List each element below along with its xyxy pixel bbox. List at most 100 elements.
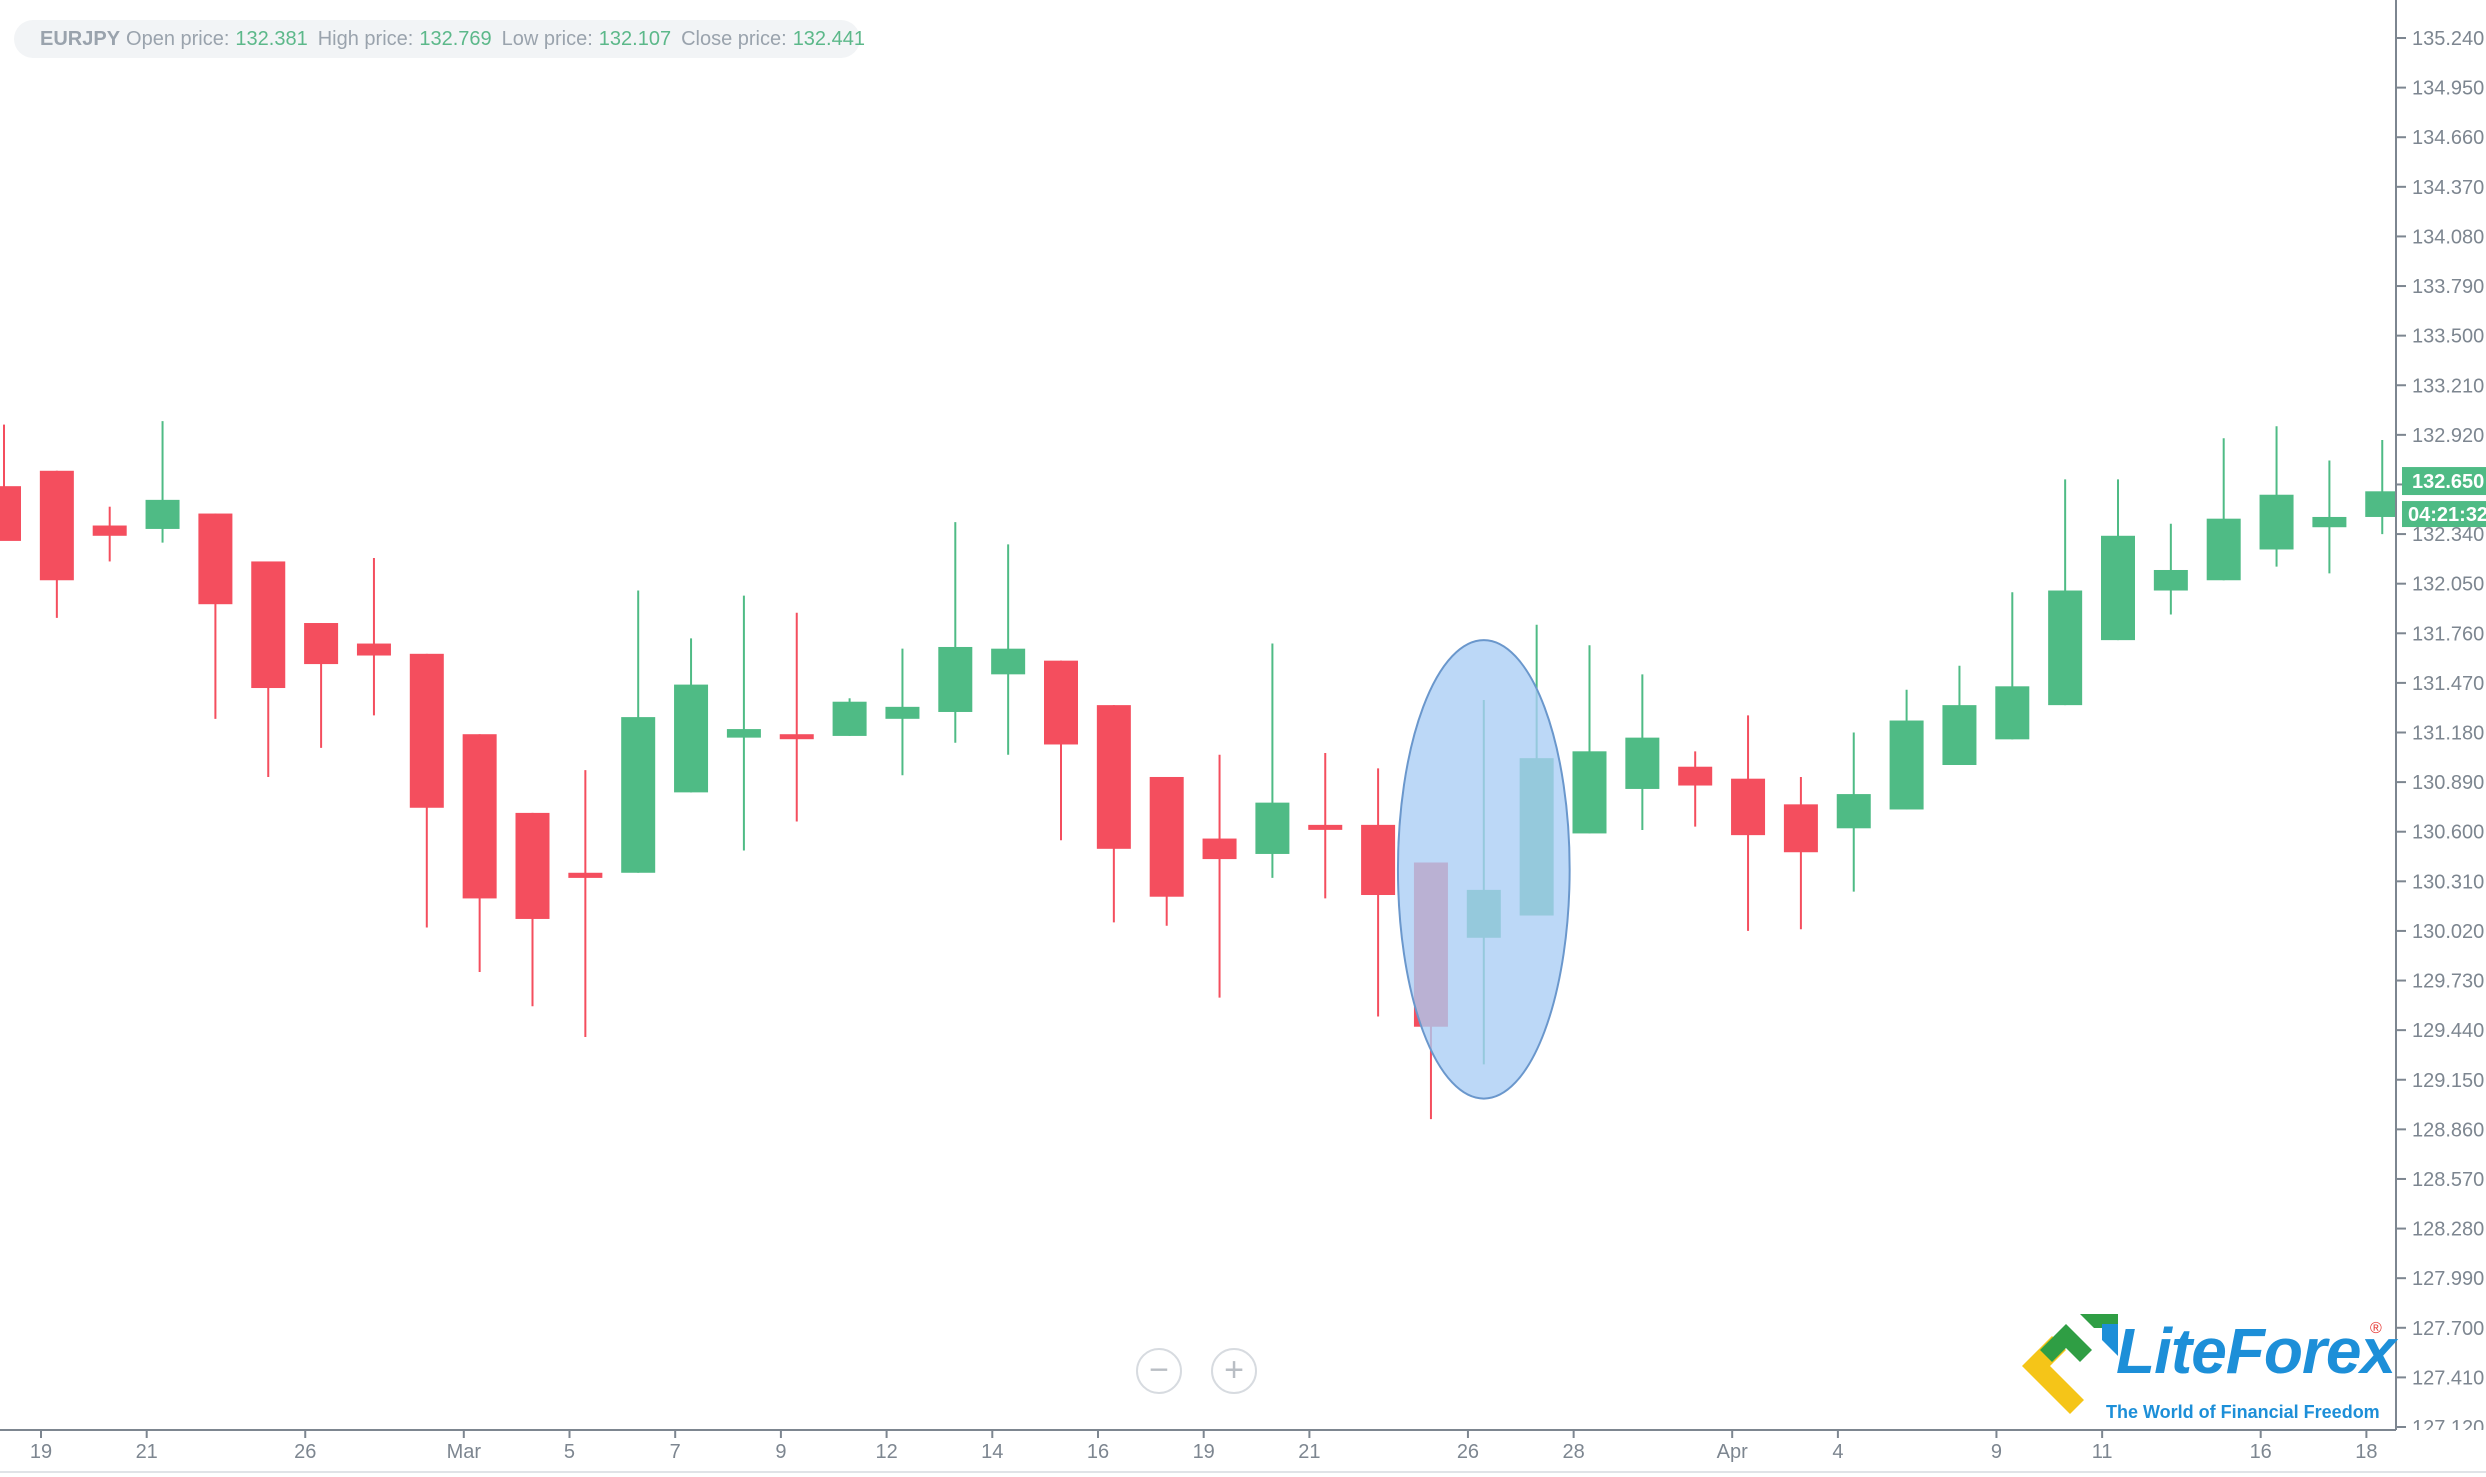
time-tick-label: 19 [1193,1441,1215,1463]
candle-body [251,561,286,689]
candle-body [1942,705,1977,766]
candle-body [1044,660,1078,745]
candle [1942,665,1977,766]
candle-body [1783,804,1818,853]
time-tick-label: 14 [981,1441,1003,1463]
candle [304,623,339,748]
candle [1731,715,1766,931]
candle [991,544,1026,755]
time-tick-label: 21 [1298,1441,1320,1463]
candle [1995,592,2030,740]
price-tick-label: 133.790 [2412,276,2484,298]
price-tick-label: 127.700 [2412,1318,2484,1340]
open-label: Open price: [126,27,230,50]
candle [2259,426,2294,567]
candle-body [0,486,21,541]
price-tick-label: 131.760 [2412,623,2484,645]
candle-body [674,684,709,793]
time-tick-label: 21 [136,1441,158,1463]
time-tick-label: 18 [2355,1441,2377,1463]
candle-body [304,623,339,665]
price-tick-label: 135.240 [2412,28,2484,50]
candle-body [1995,686,2030,740]
candle [832,698,867,736]
time-tick-label: 12 [875,1441,897,1463]
candle [198,513,233,719]
time-tick-label: 11 [2092,1441,2113,1463]
candle [1625,674,1660,831]
candle [1202,754,1237,998]
candle [2206,438,2241,581]
price-tick-label: 130.600 [2412,822,2484,844]
candle [92,506,127,562]
ohlc-info-bar: EURJPY Open price: 132.381 High price: 1… [14,20,865,58]
candle [674,638,709,793]
time-tick-label: 9 [775,1441,786,1463]
candle [621,590,656,873]
price-axis: 135.240 134.950 134.660 134.370 134.080 133.7… [2395,0,2486,1439]
high-value: 132.769 [419,27,492,50]
low-value: 132.107 [598,27,672,50]
candle-body [92,525,127,536]
candle [885,648,920,776]
high-label: High price: [317,27,414,50]
candle-body [2206,518,2241,581]
candle [462,734,497,972]
time-axis: 19 21 26 Mar 5 7 9 12 14 16 19 21 26 28 Apr 4 9 11 16 18 [0,1429,2486,1477]
time-axis-background [0,1430,2486,1477]
price-tick-label: 130.310 [2412,871,2484,893]
candle [1149,776,1184,926]
candle [1678,751,1713,827]
candle [1572,645,1607,834]
candle-body [145,499,180,529]
price-tick-label: 131.470 [2412,673,2484,695]
zoom-out-button[interactable]: − [1136,1348,1182,1394]
price-tick-label: 133.210 [2412,375,2484,397]
time-tick-label: 4 [1832,1441,1843,1463]
close-value: 132.441 [792,27,865,50]
candle-body [938,646,973,712]
candle [1096,705,1131,923]
price-tick-label: 134.370 [2412,177,2484,199]
candle-body [2365,491,2400,517]
price-tick-label: 129.730 [2412,971,2484,993]
time-tick-label: 26 [294,1441,316,1463]
candle [39,470,74,618]
candle [2048,479,2083,706]
candle-body [462,734,497,899]
candle [726,595,761,851]
candle [2365,439,2400,535]
time-tick-label: 7 [670,1441,681,1463]
candle-body [515,812,550,919]
time-tick-label: Apr [1717,1441,1748,1463]
candle-body [1731,778,1766,836]
candle-body [1678,766,1713,786]
candle [2101,479,2135,641]
candle-body [1836,794,1871,829]
candle [2312,460,2347,574]
price-tick-label: 129.150 [2412,1070,2484,1092]
candle-body [1308,824,1343,830]
candle [145,421,180,543]
candle [251,561,286,777]
candle [938,522,973,743]
price-marker: 132.650 04:21:32 [2402,467,2486,528]
candle [1044,660,1078,841]
candle-body [2259,494,2294,550]
candle [2153,523,2188,615]
price-tick-label: 133.500 [2412,326,2484,348]
logo-registered-mark: ® [2370,1320,2382,1337]
price-tick-label: 134.080 [2412,226,2484,248]
price-tick-label: 132.050 [2412,574,2484,596]
candle [1308,753,1343,899]
candle-body [1572,751,1607,834]
candle-body [568,872,603,878]
candle-body [991,648,1026,675]
countdown-badge [2402,501,2486,528]
highlight-layer [1396,639,1571,1100]
candle-body [1255,802,1290,854]
zoom-in-button[interactable]: + [1211,1348,1257,1394]
time-tick-label: 26 [1457,1441,1479,1463]
candle-body [356,643,391,656]
candle [1783,776,1818,930]
